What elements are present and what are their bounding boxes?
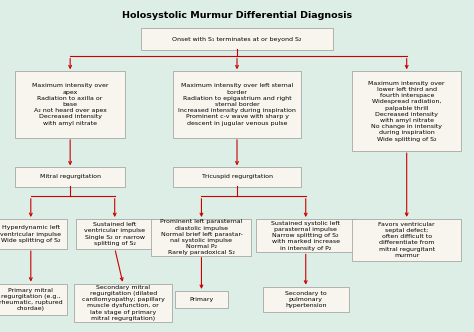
FancyBboxPatch shape [0, 284, 67, 315]
Text: Primary: Primary [189, 297, 214, 302]
Text: Sustained left
ventricular impulse
Single S₂ or narrow
splitting of S₂: Sustained left ventricular impulse Singl… [84, 222, 145, 246]
Text: Maximum intensity over
lower left third and
fourth interspace
Widespread radiati: Maximum intensity over lower left third … [368, 81, 445, 142]
FancyBboxPatch shape [173, 71, 301, 138]
FancyBboxPatch shape [255, 219, 356, 252]
Text: Onset with S₁ terminates at or beyond S₂: Onset with S₁ terminates at or beyond S₂ [173, 37, 301, 42]
FancyBboxPatch shape [173, 167, 301, 187]
Text: Secondary to
pulmonary
hypertension: Secondary to pulmonary hypertension [285, 291, 327, 308]
FancyBboxPatch shape [175, 291, 228, 308]
FancyBboxPatch shape [15, 167, 125, 187]
Text: Mitral regurgitation: Mitral regurgitation [40, 174, 100, 180]
Text: Tricuspid regurgitation: Tricuspid regurgitation [201, 174, 273, 180]
Text: Prominent left parasternal
diastolic impulse
Normal brief left parastar-
nal sys: Prominent left parasternal diastolic imp… [160, 219, 243, 255]
FancyBboxPatch shape [141, 28, 333, 50]
Text: Holosystolic Murmur Differential Diagnosis: Holosystolic Murmur Differential Diagnos… [122, 11, 352, 20]
FancyBboxPatch shape [0, 219, 67, 249]
FancyBboxPatch shape [15, 71, 125, 138]
FancyBboxPatch shape [74, 284, 172, 322]
FancyBboxPatch shape [76, 219, 154, 249]
FancyBboxPatch shape [152, 219, 251, 256]
Text: Primary mitral
regurgitation (e.g.,
rheumatic, ruptured
chordae): Primary mitral regurgitation (e.g., rheu… [0, 288, 63, 311]
Text: Secondary mitral
regurgitation (dilated
cardiomyopathy; papillary
muscle dysfunc: Secondary mitral regurgitation (dilated … [82, 285, 164, 321]
Text: Hyperdynamic left
ventricular impulse
Wide splitting of S₂: Hyperdynamic left ventricular impulse Wi… [0, 225, 61, 243]
FancyBboxPatch shape [263, 287, 348, 312]
Text: Maximum intensity over left sternal
border
Radiation to epigastrium and right
st: Maximum intensity over left sternal bord… [178, 83, 296, 126]
Text: Sustained systolic left
parasternal impulse
Narrow splitting of S₂
with marked i: Sustained systolic left parasternal impu… [271, 221, 340, 251]
Text: Maximum intensity over
apex
Radiation to axilla or
base
A₂ not heard over apex
D: Maximum intensity over apex Radiation to… [32, 83, 109, 126]
Text: Favors ventricular
septal defect;
often difficult to
differentiate from
mitral r: Favors ventricular septal defect; often … [378, 222, 435, 258]
FancyBboxPatch shape [352, 219, 461, 261]
FancyBboxPatch shape [352, 71, 461, 151]
